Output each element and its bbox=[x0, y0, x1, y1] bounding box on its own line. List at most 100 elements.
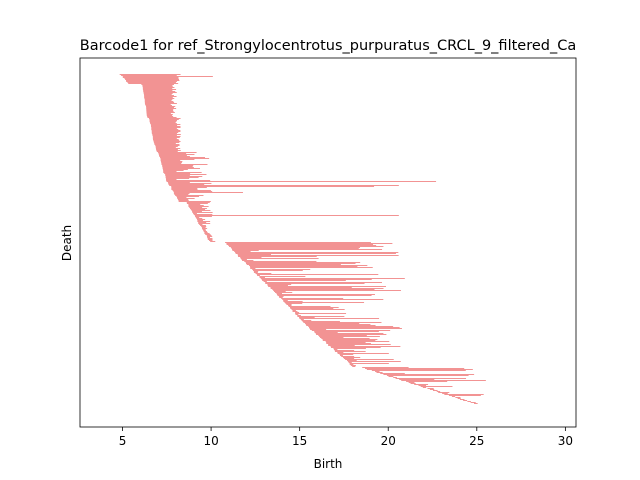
barcode-bar bbox=[204, 233, 210, 234]
barcode-bar bbox=[143, 91, 176, 92]
barcode-bar bbox=[285, 303, 303, 304]
barcode-bar bbox=[165, 177, 199, 178]
barcode-bar bbox=[151, 130, 181, 131]
barcode-bar bbox=[371, 370, 466, 371]
barcode-bar bbox=[286, 304, 292, 305]
barcode-bar bbox=[165, 174, 207, 175]
barcode-bar bbox=[125, 80, 180, 81]
barcode-bar bbox=[314, 331, 379, 332]
barcode-bar bbox=[203, 231, 208, 232]
barcode-bar bbox=[176, 196, 200, 197]
barcode-bar bbox=[256, 274, 379, 275]
barcode-bar bbox=[178, 200, 189, 201]
barcode-bar bbox=[340, 355, 343, 356]
barcode-bar bbox=[157, 152, 197, 153]
barcode-bar bbox=[196, 218, 203, 219]
barcode-bar bbox=[265, 283, 365, 284]
barcode-bar bbox=[191, 210, 211, 211]
barcode-bar bbox=[420, 386, 453, 387]
barcode-bar bbox=[210, 241, 216, 242]
barcode-bar bbox=[197, 220, 203, 221]
barcode-bar bbox=[240, 257, 262, 258]
barcode-bar bbox=[234, 251, 251, 252]
barcode-bar bbox=[188, 204, 201, 205]
barcode-bar bbox=[154, 144, 180, 145]
barcode-bar bbox=[144, 100, 172, 101]
barcode-bar bbox=[149, 122, 176, 123]
barcode-bar bbox=[128, 83, 179, 84]
barcode-bar bbox=[237, 254, 272, 255]
barcode-bar bbox=[193, 213, 197, 214]
barcode-bar bbox=[167, 182, 190, 183]
barcode-bar bbox=[255, 273, 272, 274]
barcode-bar bbox=[253, 271, 259, 272]
barcode-bar bbox=[263, 281, 267, 282]
barcode-bar bbox=[383, 374, 475, 375]
barcode-bar bbox=[200, 225, 206, 226]
barcode-bar bbox=[308, 326, 394, 327]
barcode-bar bbox=[343, 358, 355, 359]
barcode-bar bbox=[162, 165, 194, 166]
barcode-bar bbox=[196, 219, 206, 220]
x-tick-label: 30 bbox=[558, 434, 573, 448]
bars-group bbox=[119, 74, 486, 404]
barcode-bar bbox=[322, 339, 378, 340]
barcode-bar bbox=[143, 92, 177, 93]
barcode-bar bbox=[237, 255, 399, 256]
barcode-bar bbox=[171, 187, 207, 188]
barcode-bar bbox=[203, 230, 206, 231]
plot-frame bbox=[79, 57, 577, 428]
barcode-bar bbox=[438, 392, 450, 393]
barcode-bar bbox=[171, 186, 375, 187]
barcode-bar bbox=[144, 99, 173, 100]
barcode-bar bbox=[166, 180, 211, 181]
barcode-bar bbox=[302, 321, 340, 322]
barcode-bar bbox=[144, 98, 175, 99]
barcode-bar bbox=[250, 267, 373, 268]
barcode-bar bbox=[410, 383, 416, 384]
barcode-bar bbox=[347, 361, 401, 362]
barcode-bar bbox=[240, 258, 319, 259]
barcode-bar bbox=[147, 116, 174, 117]
barcode-bar bbox=[246, 264, 341, 265]
barcode-bar bbox=[144, 96, 177, 97]
barcode-bar bbox=[260, 278, 405, 279]
barcode-bar bbox=[144, 101, 174, 102]
barcode-bar bbox=[144, 95, 174, 96]
barcode-bar bbox=[143, 93, 173, 94]
barcode-bar bbox=[124, 78, 179, 79]
barcode-bar bbox=[155, 148, 181, 149]
barcode-bar bbox=[365, 368, 465, 369]
barcode-bar bbox=[333, 349, 338, 350]
barcode-bar bbox=[127, 82, 176, 83]
barcode-bar bbox=[414, 384, 429, 385]
barcode-bar bbox=[278, 296, 284, 297]
barcode-bar bbox=[325, 341, 390, 342]
barcode-bar bbox=[342, 357, 361, 358]
barcode-bar bbox=[161, 162, 182, 163]
barcode-bar bbox=[125, 79, 180, 80]
barcode-bar bbox=[330, 346, 401, 347]
barcode-bar bbox=[427, 388, 434, 389]
barcode-bar bbox=[242, 260, 254, 261]
barcode-bar bbox=[459, 399, 465, 400]
chart-title: Barcode1 for ref_Strongylocentrotus_purp… bbox=[80, 38, 576, 54]
barcode-bar bbox=[171, 189, 198, 190]
barcode-bar bbox=[161, 164, 208, 165]
barcode-bar bbox=[429, 389, 435, 390]
x-tick-label: 25 bbox=[469, 434, 484, 448]
barcode-bar bbox=[207, 239, 213, 240]
barcode-bar bbox=[270, 288, 384, 289]
barcode-bar bbox=[376, 372, 383, 373]
barcode-bar bbox=[231, 248, 359, 249]
barcode-bar bbox=[150, 126, 181, 127]
barcode-bar bbox=[173, 191, 213, 192]
barcode-bar bbox=[319, 336, 380, 337]
barcode-bar bbox=[299, 317, 315, 318]
barcode-bar bbox=[470, 402, 476, 403]
barcode-bar bbox=[401, 380, 486, 381]
barcode-bar bbox=[235, 252, 399, 253]
barcode-bar bbox=[155, 145, 180, 146]
